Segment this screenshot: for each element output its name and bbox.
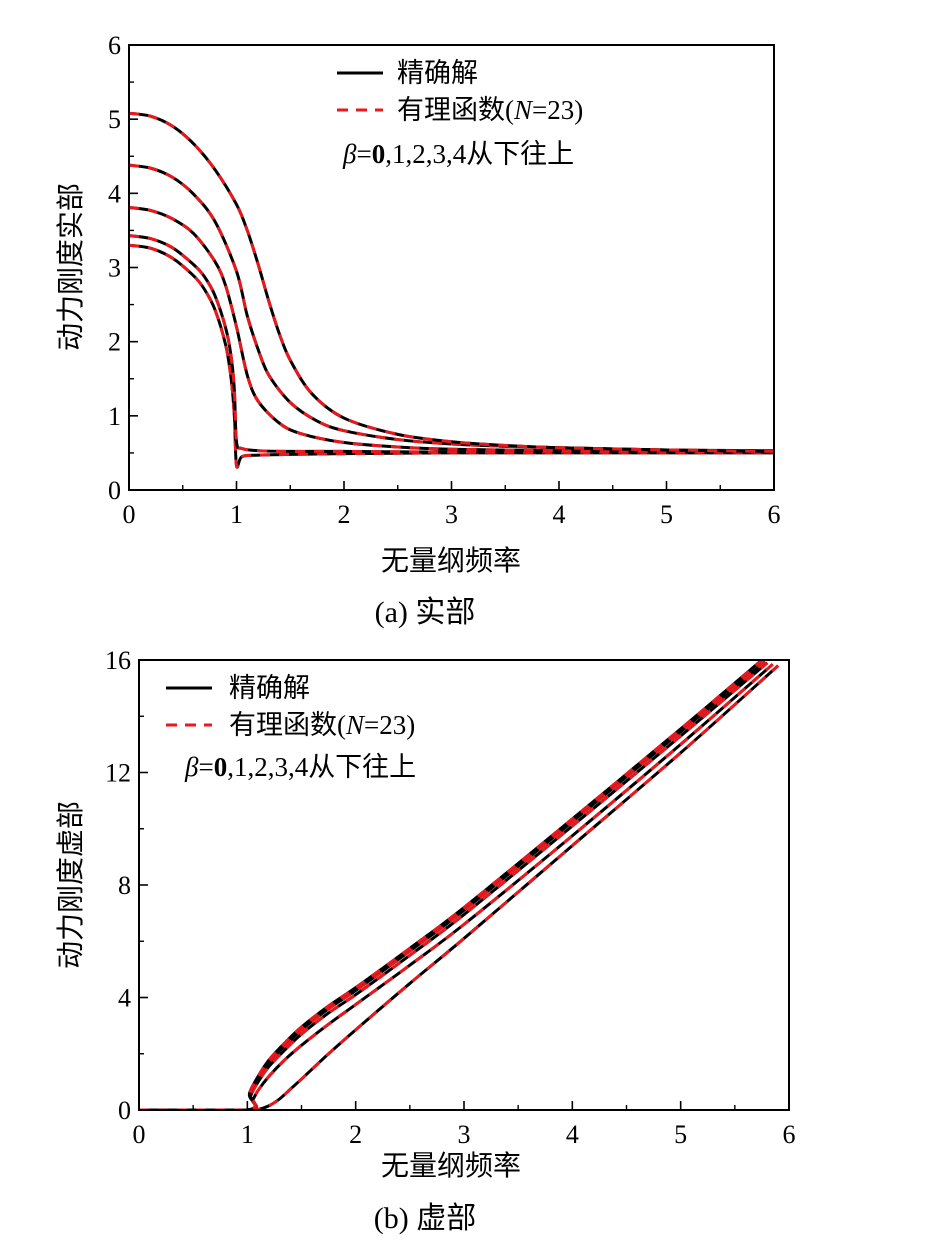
legend: 精确解 有理函数(N=23) β=0,1,2,3,4从下往上 bbox=[166, 673, 416, 782]
y-tick-label: 3 bbox=[108, 254, 121, 283]
rational-line-beta-3 bbox=[139, 660, 767, 1110]
x-tick-label: 6 bbox=[783, 1120, 796, 1149]
rational-line-beta-4 bbox=[139, 660, 763, 1110]
rational-line-beta-3 bbox=[129, 163, 774, 453]
x-tick-label: 0 bbox=[133, 1120, 146, 1149]
y-axis-label: 动力刚度实部 bbox=[55, 183, 87, 351]
y-tick-label: 8 bbox=[118, 871, 131, 900]
series-group bbox=[129, 111, 774, 469]
panel-caption: (a) 实部 bbox=[375, 596, 476, 629]
rational-line-beta-2 bbox=[129, 205, 774, 453]
x-tick-label: 5 bbox=[660, 500, 673, 529]
x-tick-label: 3 bbox=[458, 1120, 471, 1149]
x-tick-label: 4 bbox=[566, 1120, 579, 1149]
x-axis-label: 无量纲频率 bbox=[381, 545, 521, 577]
y-tick-label: 5 bbox=[108, 105, 121, 134]
x-tick-label: 5 bbox=[674, 1120, 687, 1149]
tick-group: 0 1 2 3 4 5 6 0 1 2 3 4 5 6 bbox=[108, 31, 781, 529]
x-tick-label: 4 bbox=[553, 500, 566, 529]
legend: 精确解 有理函数(N=23) β=0,1,2,3,4从下往上 bbox=[337, 58, 583, 169]
x-tick-label: 2 bbox=[338, 500, 351, 529]
rational-line-beta-2 bbox=[139, 661, 769, 1110]
y-tick-label: 1 bbox=[108, 402, 121, 431]
y-tick-label: 16 bbox=[105, 646, 131, 675]
rational-line-beta-1 bbox=[139, 663, 774, 1110]
legend-note: β=0,1,2,3,4从下往上 bbox=[184, 752, 416, 782]
y-tick-label: 6 bbox=[108, 31, 121, 60]
rational-line-beta-4 bbox=[129, 111, 774, 453]
exact-line-beta-0 bbox=[129, 243, 774, 469]
legend-label-rational: 有理函数(N=23) bbox=[397, 95, 583, 125]
y-tick-label: 0 bbox=[118, 1096, 131, 1125]
panel-caption: (b) 虚部 bbox=[374, 1202, 476, 1235]
x-tick-label: 6 bbox=[768, 500, 781, 529]
x-axis-label: 无量纲频率 bbox=[381, 1150, 521, 1182]
legend-label-exact: 精确解 bbox=[229, 673, 310, 703]
y-tick-label: 2 bbox=[108, 328, 121, 357]
x-tick-label: 1 bbox=[241, 1120, 254, 1149]
y-tick-label: 12 bbox=[105, 759, 131, 788]
legend-note: β=0,1,2,3,4从下往上 bbox=[342, 139, 574, 169]
y-tick-label: 0 bbox=[108, 476, 121, 505]
y-tick-label: 4 bbox=[108, 179, 121, 208]
rational-line-beta-1 bbox=[129, 234, 774, 454]
exact-line-beta-3 bbox=[129, 163, 774, 453]
x-tick-label: 2 bbox=[349, 1120, 362, 1149]
x-tick-label: 3 bbox=[445, 500, 458, 529]
rational-line-beta-0 bbox=[129, 243, 774, 469]
x-tick-label: 0 bbox=[123, 500, 136, 529]
y-axis-label: 动力刚度虚部 bbox=[55, 801, 87, 969]
y-tick-label: 4 bbox=[118, 984, 131, 1013]
legend-label-exact: 精确解 bbox=[397, 58, 478, 88]
legend-label-rational: 有理函数(N=23) bbox=[229, 710, 415, 740]
x-tick-label: 1 bbox=[230, 500, 243, 529]
panel-real-part: 0 1 2 3 4 5 6 0 1 2 3 4 5 6 精确解 有理函数(N=23) β=0,1,2,3,… bbox=[55, 31, 781, 629]
